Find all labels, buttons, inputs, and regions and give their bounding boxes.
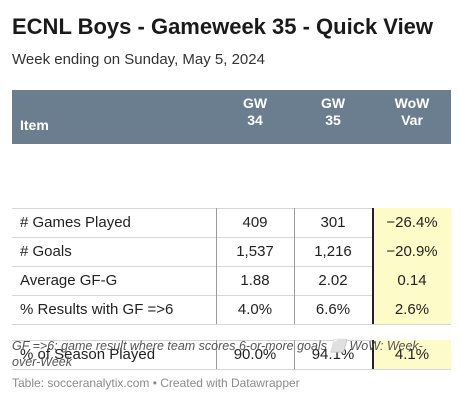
chart-title: ECNL Boys - Gameweek 35 - Quick View [12, 14, 434, 39]
chart-subtitle: Week ending on Sunday, May 5, 2024 [12, 51, 265, 68]
cell-gw34: 409 [242, 214, 268, 231]
column-separator [372, 340, 374, 369]
cell-item: % Results with GF =>6 [20, 301, 174, 318]
source-credit: Table: socceranalytix.com • Created with… [12, 376, 300, 390]
cell-wow-var: 2.6% [373, 295, 451, 324]
cell-gw35: 94.1% [311, 346, 355, 363]
header-var-line1: WoW [394, 95, 430, 111]
cell-gw34: 1,537 [236, 243, 274, 260]
column-separator [216, 208, 217, 324]
header-gw35-line1: GW [320, 95, 346, 111]
header-gw35-line2: 35 [325, 112, 341, 128]
row-divider [12, 295, 451, 296]
column-separator [372, 208, 374, 324]
cell-gw35: 1,216 [314, 243, 352, 260]
cell-wow-var: −20.9% [373, 237, 451, 266]
column-separator [216, 340, 217, 369]
cell-item: # Games Played [20, 214, 131, 231]
row-divider [12, 266, 451, 267]
header-var-line2: Var [401, 112, 423, 128]
header-item-label: Item [20, 117, 49, 133]
column-separator [294, 340, 295, 369]
table-header: Item GW 34 GW 35 WoW Var [12, 90, 451, 144]
header-gw34-line2: 34 [247, 112, 263, 128]
header-item: Item [20, 90, 49, 144]
table-row: Average GF-G 1.88 2.02 0.14 [12, 266, 451, 295]
cell-gw35: 301 [320, 214, 346, 231]
table-row: % of Season Played 90.0% 94.1% 4.1% [12, 340, 451, 370]
row-divider [12, 208, 451, 209]
table-row: # Games Played 409 301 −26.4% [12, 208, 451, 237]
header-gw34: GW 34 [217, 90, 293, 144]
data-table: Item GW 34 GW 35 WoW Var # Games Played 4… [12, 90, 451, 370]
header-wow-var: WoW Var [373, 90, 451, 144]
table-row: # Goals 1,537 1,216 −20.9% [12, 237, 451, 266]
row-divider [12, 324, 451, 325]
cell-item: Average GF-G [20, 272, 118, 289]
cell-item: # Goals [20, 243, 72, 260]
table-row: % Results with GF =>6 4.0% 6.6% 2.6% [12, 295, 451, 325]
cell-gw34: 4.0% [237, 301, 273, 318]
cell-gw34: 1.88 [240, 272, 270, 289]
header-gw34-line1: GW [242, 95, 268, 111]
cell-wow-var: 0.14 [373, 266, 451, 295]
row-divider [12, 369, 451, 370]
footnote: GF =>6: game result where team scores 6-… [12, 339, 423, 369]
row-divider [12, 340, 451, 341]
row-divider [12, 237, 451, 238]
cell-wow-var: 4.1% [373, 340, 451, 369]
header-gw35: GW 35 [295, 90, 371, 144]
cell-gw35: 2.02 [318, 272, 348, 289]
cell-item: % of Season Played [20, 346, 156, 363]
cell-wow-var: −26.4% [373, 208, 451, 237]
cell-gw34: 90.0% [233, 346, 277, 363]
column-separator [294, 208, 295, 324]
cell-gw35: 6.6% [315, 301, 351, 318]
